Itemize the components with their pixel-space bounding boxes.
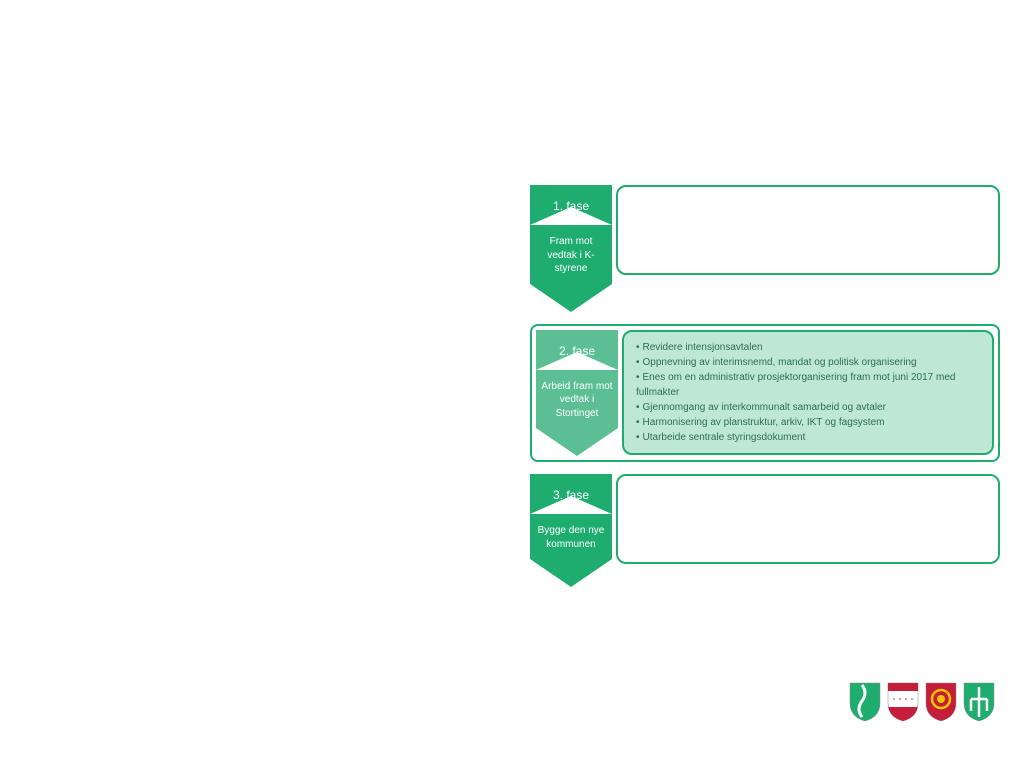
phase-1-content: i [616, 185, 1000, 275]
phase-2-content: Revidere intensjonsavtalenOppnevning av … [622, 330, 994, 455]
phase-2: 2. fase Arbeid fram mot vedtak i Storting… [530, 324, 1000, 463]
phase-3: 3. faseBygge den nye kommuneniji [530, 474, 1000, 587]
shield-icon-1 [848, 681, 882, 728]
shield-icon-3 [924, 681, 958, 728]
process-diagram: 1. fase Fram mot vedtak i K-styrene i 2. fa… [530, 185, 1000, 599]
phase-1-item: i [630, 223, 986, 238]
phase-2-item: Revidere intensjonsavtalen [636, 340, 980, 355]
phase-1-chevron: 1. fase Fram mot vedtak i K-styrene [530, 185, 612, 312]
phase-2-item: Harmonisering av planstruktur, arkiv, IK… [636, 415, 980, 430]
phase-2-item: Oppnevning av interimsnemd, mandat og po… [636, 355, 980, 370]
phase-3-item: i [630, 497, 986, 512]
phase-2-title: 2. fase [536, 344, 618, 358]
phase-2-chevron: 2. fase Arbeid fram mot vedtak i Storting… [536, 330, 618, 457]
phase-1-side-label: Fram mot vedtak i K-styrene [530, 225, 612, 284]
phase-1: 1. fase Fram mot vedtak i K-styrene i [530, 185, 1000, 312]
phase-1-title: 1. fase [530, 199, 612, 213]
phase-3-side-label: Bygge den nye kommunen [530, 514, 612, 559]
phase-3-chevron: 3. fase Bygge den nye kommunen [530, 474, 612, 587]
phase-3-content: iji [616, 474, 1000, 564]
phase-2-item: Utarbeide sentrale styringsdokument [636, 430, 980, 445]
municipality-shields [848, 681, 996, 728]
phase-2-item: Gjennomgang av interkommunalt samarbeid … [636, 400, 980, 415]
phase-2-side-label: Arbeid fram mot vedtak i Stortinget [536, 370, 618, 429]
shield-icon-4 [962, 681, 996, 728]
phase-3-item: i [630, 527, 986, 542]
shield-icon-2 [886, 681, 920, 728]
phase-3-item: j [630, 512, 986, 527]
phase-2-item: Enes om en administrativ prosjektorganis… [636, 370, 980, 400]
phase-3-title: 3. fase [530, 488, 612, 502]
